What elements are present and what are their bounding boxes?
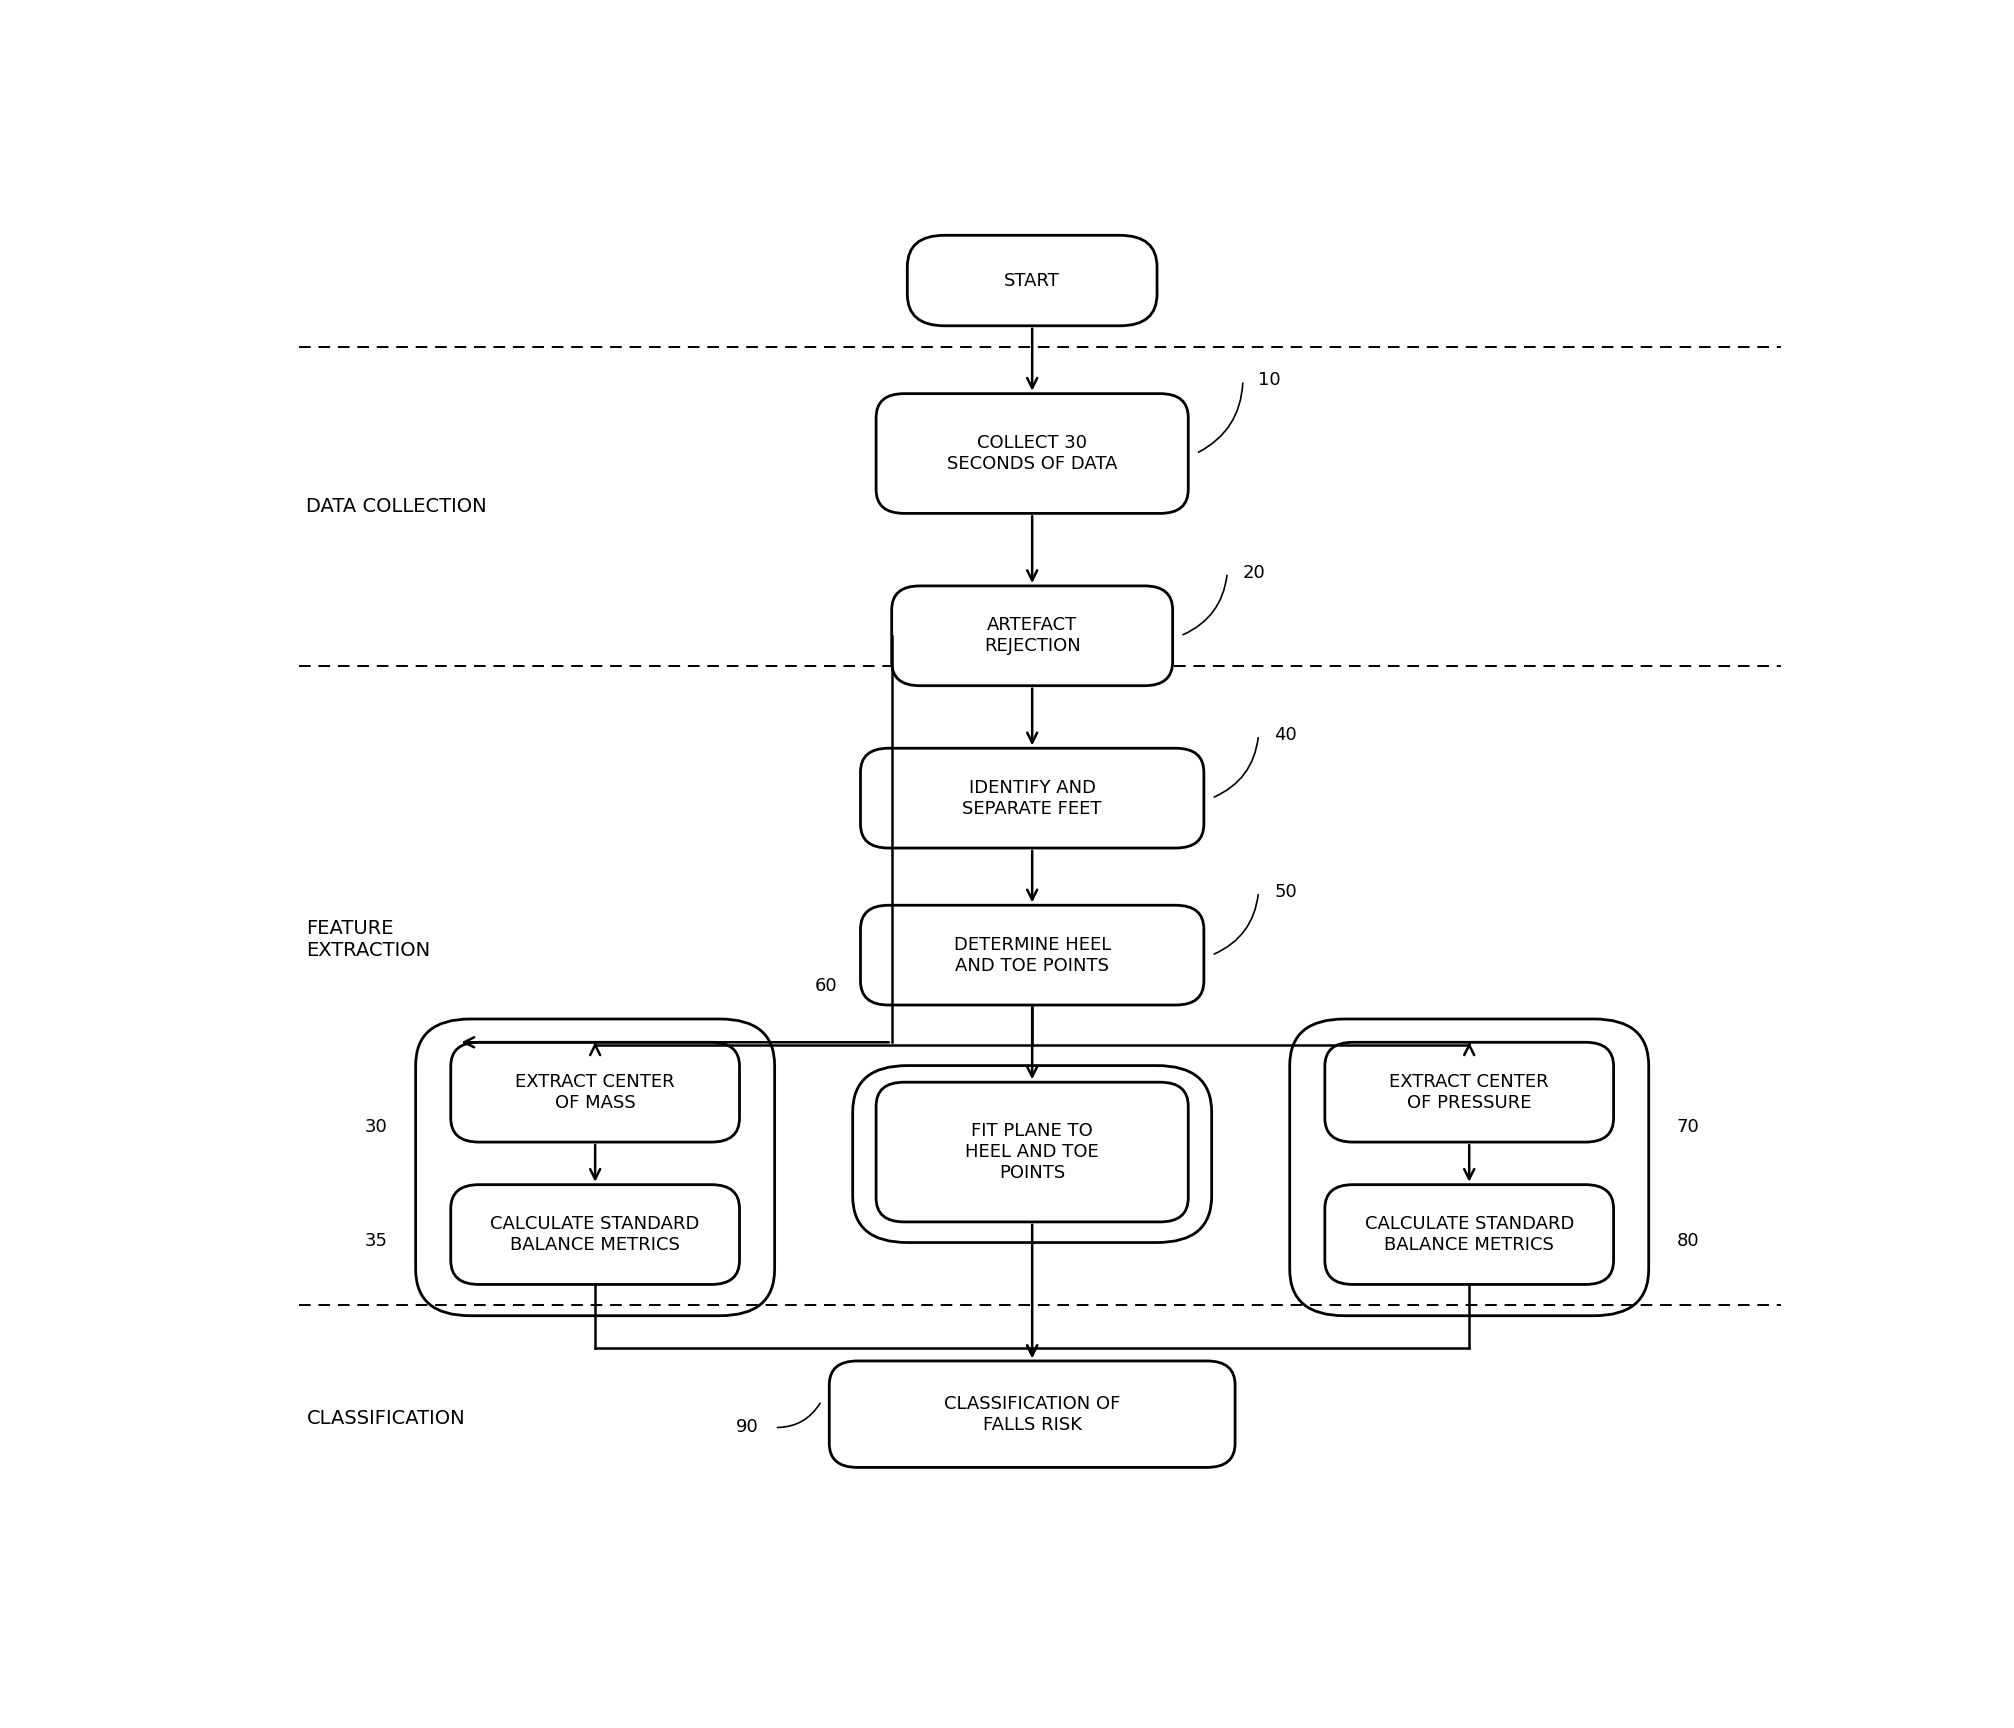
FancyBboxPatch shape	[1325, 1042, 1613, 1142]
Text: 20: 20	[1243, 563, 1265, 582]
Text: CLASSIFICATION: CLASSIFICATION	[306, 1408, 465, 1427]
Text: FEATURE
EXTRACTION: FEATURE EXTRACTION	[306, 919, 431, 959]
FancyBboxPatch shape	[451, 1042, 739, 1142]
Text: 70: 70	[1678, 1118, 1700, 1137]
Text: CALCULATE STANDARD
BALANCE METRICS: CALCULATE STANDARD BALANCE METRICS	[1365, 1215, 1573, 1255]
Text: 50: 50	[1275, 883, 1297, 900]
Text: DETERMINE HEEL
AND TOE POINTS: DETERMINE HEEL AND TOE POINTS	[953, 937, 1112, 975]
Text: 35: 35	[365, 1232, 387, 1249]
FancyBboxPatch shape	[860, 905, 1204, 1006]
FancyBboxPatch shape	[451, 1185, 739, 1284]
Text: START: START	[1005, 271, 1059, 290]
FancyBboxPatch shape	[876, 1082, 1188, 1222]
Text: IDENTIFY AND
SEPARATE FEET: IDENTIFY AND SEPARATE FEET	[963, 779, 1102, 817]
Text: 30: 30	[365, 1118, 387, 1137]
FancyBboxPatch shape	[860, 748, 1204, 848]
Text: FIT PLANE TO
HEEL AND TOE
POINTS: FIT PLANE TO HEEL AND TOE POINTS	[965, 1121, 1100, 1182]
Text: CALCULATE STANDARD
BALANCE METRICS: CALCULATE STANDARD BALANCE METRICS	[491, 1215, 699, 1255]
Text: ARTEFACT
REJECTION: ARTEFACT REJECTION	[983, 617, 1082, 655]
FancyBboxPatch shape	[830, 1362, 1235, 1467]
Text: 60: 60	[814, 976, 838, 995]
Text: EXTRACT CENTER
OF MASS: EXTRACT CENTER OF MASS	[516, 1073, 675, 1111]
Text: COLLECT 30
SECONDS OF DATA: COLLECT 30 SECONDS OF DATA	[947, 434, 1118, 473]
FancyBboxPatch shape	[876, 394, 1188, 513]
FancyBboxPatch shape	[1325, 1185, 1613, 1284]
FancyBboxPatch shape	[906, 235, 1156, 327]
FancyBboxPatch shape	[892, 586, 1172, 686]
Text: 90: 90	[737, 1419, 759, 1436]
Text: 80: 80	[1678, 1232, 1700, 1249]
Text: 10: 10	[1259, 372, 1281, 389]
Text: DATA COLLECTION: DATA COLLECTION	[306, 498, 487, 517]
Text: CLASSIFICATION OF
FALLS RISK: CLASSIFICATION OF FALLS RISK	[945, 1394, 1120, 1434]
Text: EXTRACT CENTER
OF PRESSURE: EXTRACT CENTER OF PRESSURE	[1390, 1073, 1549, 1111]
Text: 40: 40	[1275, 726, 1297, 745]
